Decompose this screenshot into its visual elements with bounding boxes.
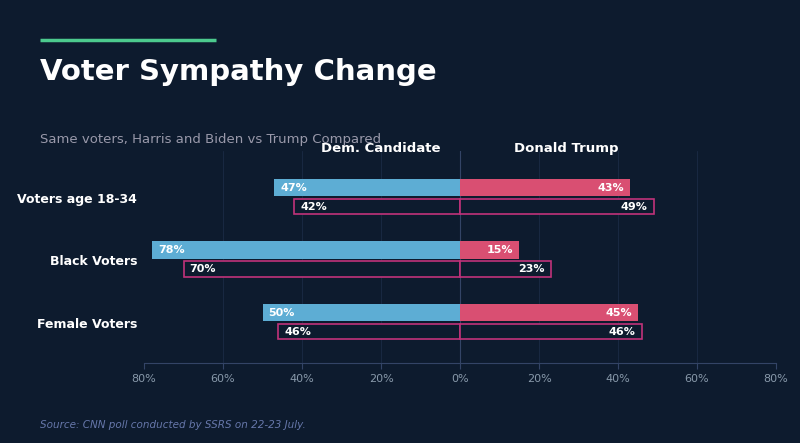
Bar [460,199,654,214]
Text: 47%: 47% [280,183,307,193]
Text: 78%: 78% [158,245,185,255]
Text: 50%: 50% [269,307,294,318]
Text: 23%: 23% [518,264,545,274]
Bar [460,261,551,277]
Bar [278,324,460,339]
Text: Donald Trump: Donald Trump [514,142,619,155]
Text: 46%: 46% [609,326,636,337]
Bar [460,241,519,259]
Text: Dem. Candidate: Dem. Candidate [322,142,441,155]
Bar [274,179,460,196]
Text: 42%: 42% [300,202,326,212]
Text: 43%: 43% [598,183,624,193]
Bar [294,199,460,214]
Text: Source: CNN poll conducted by SSRS on 22-23 July.: Source: CNN poll conducted by SSRS on 22… [40,420,306,430]
Text: 15%: 15% [487,245,514,255]
Text: Voter Sympathy Change: Voter Sympathy Change [40,58,437,85]
Text: 49%: 49% [621,202,648,212]
Text: Same voters, Harris and Biden vs Trump Compared: Same voters, Harris and Biden vs Trump C… [40,133,381,146]
Text: 70%: 70% [190,264,216,274]
Bar [152,241,460,259]
Bar [183,261,460,277]
Bar [262,304,460,321]
Bar [460,179,630,196]
Bar [460,324,642,339]
Text: 45%: 45% [606,307,632,318]
Bar [460,304,638,321]
Text: 46%: 46% [284,326,311,337]
